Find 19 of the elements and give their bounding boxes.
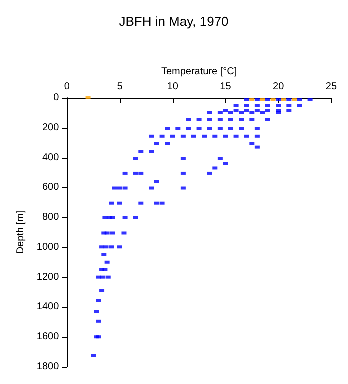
y-axis-title: Depth [m]: [16, 210, 26, 254]
x-tick-label: 10: [167, 82, 179, 92]
y-tick-label: 1000: [36, 242, 60, 253]
y-tick-label: 1400: [36, 302, 60, 313]
chart-title: JBFH in May, 1970: [119, 14, 229, 29]
y-tick-label: 1800: [36, 362, 60, 372]
x-tick-label: 0: [64, 82, 70, 92]
x-tick-label: 25: [326, 82, 338, 92]
x-tick-label: 20: [273, 82, 285, 92]
y-tick-label: 1600: [36, 332, 60, 343]
y-tick-label: 200: [42, 122, 60, 134]
x-tick-label: 5: [117, 82, 124, 92]
y-tick-label: 1200: [36, 272, 60, 283]
y-tick-label: 600: [42, 182, 60, 194]
x-tick-label: 15: [220, 82, 232, 92]
x-axis-title: Temperature [°C]: [161, 66, 238, 78]
y-tick-label: 0: [54, 92, 60, 104]
y-tick-label: 400: [42, 152, 60, 164]
y-tick-label: 800: [42, 212, 60, 224]
